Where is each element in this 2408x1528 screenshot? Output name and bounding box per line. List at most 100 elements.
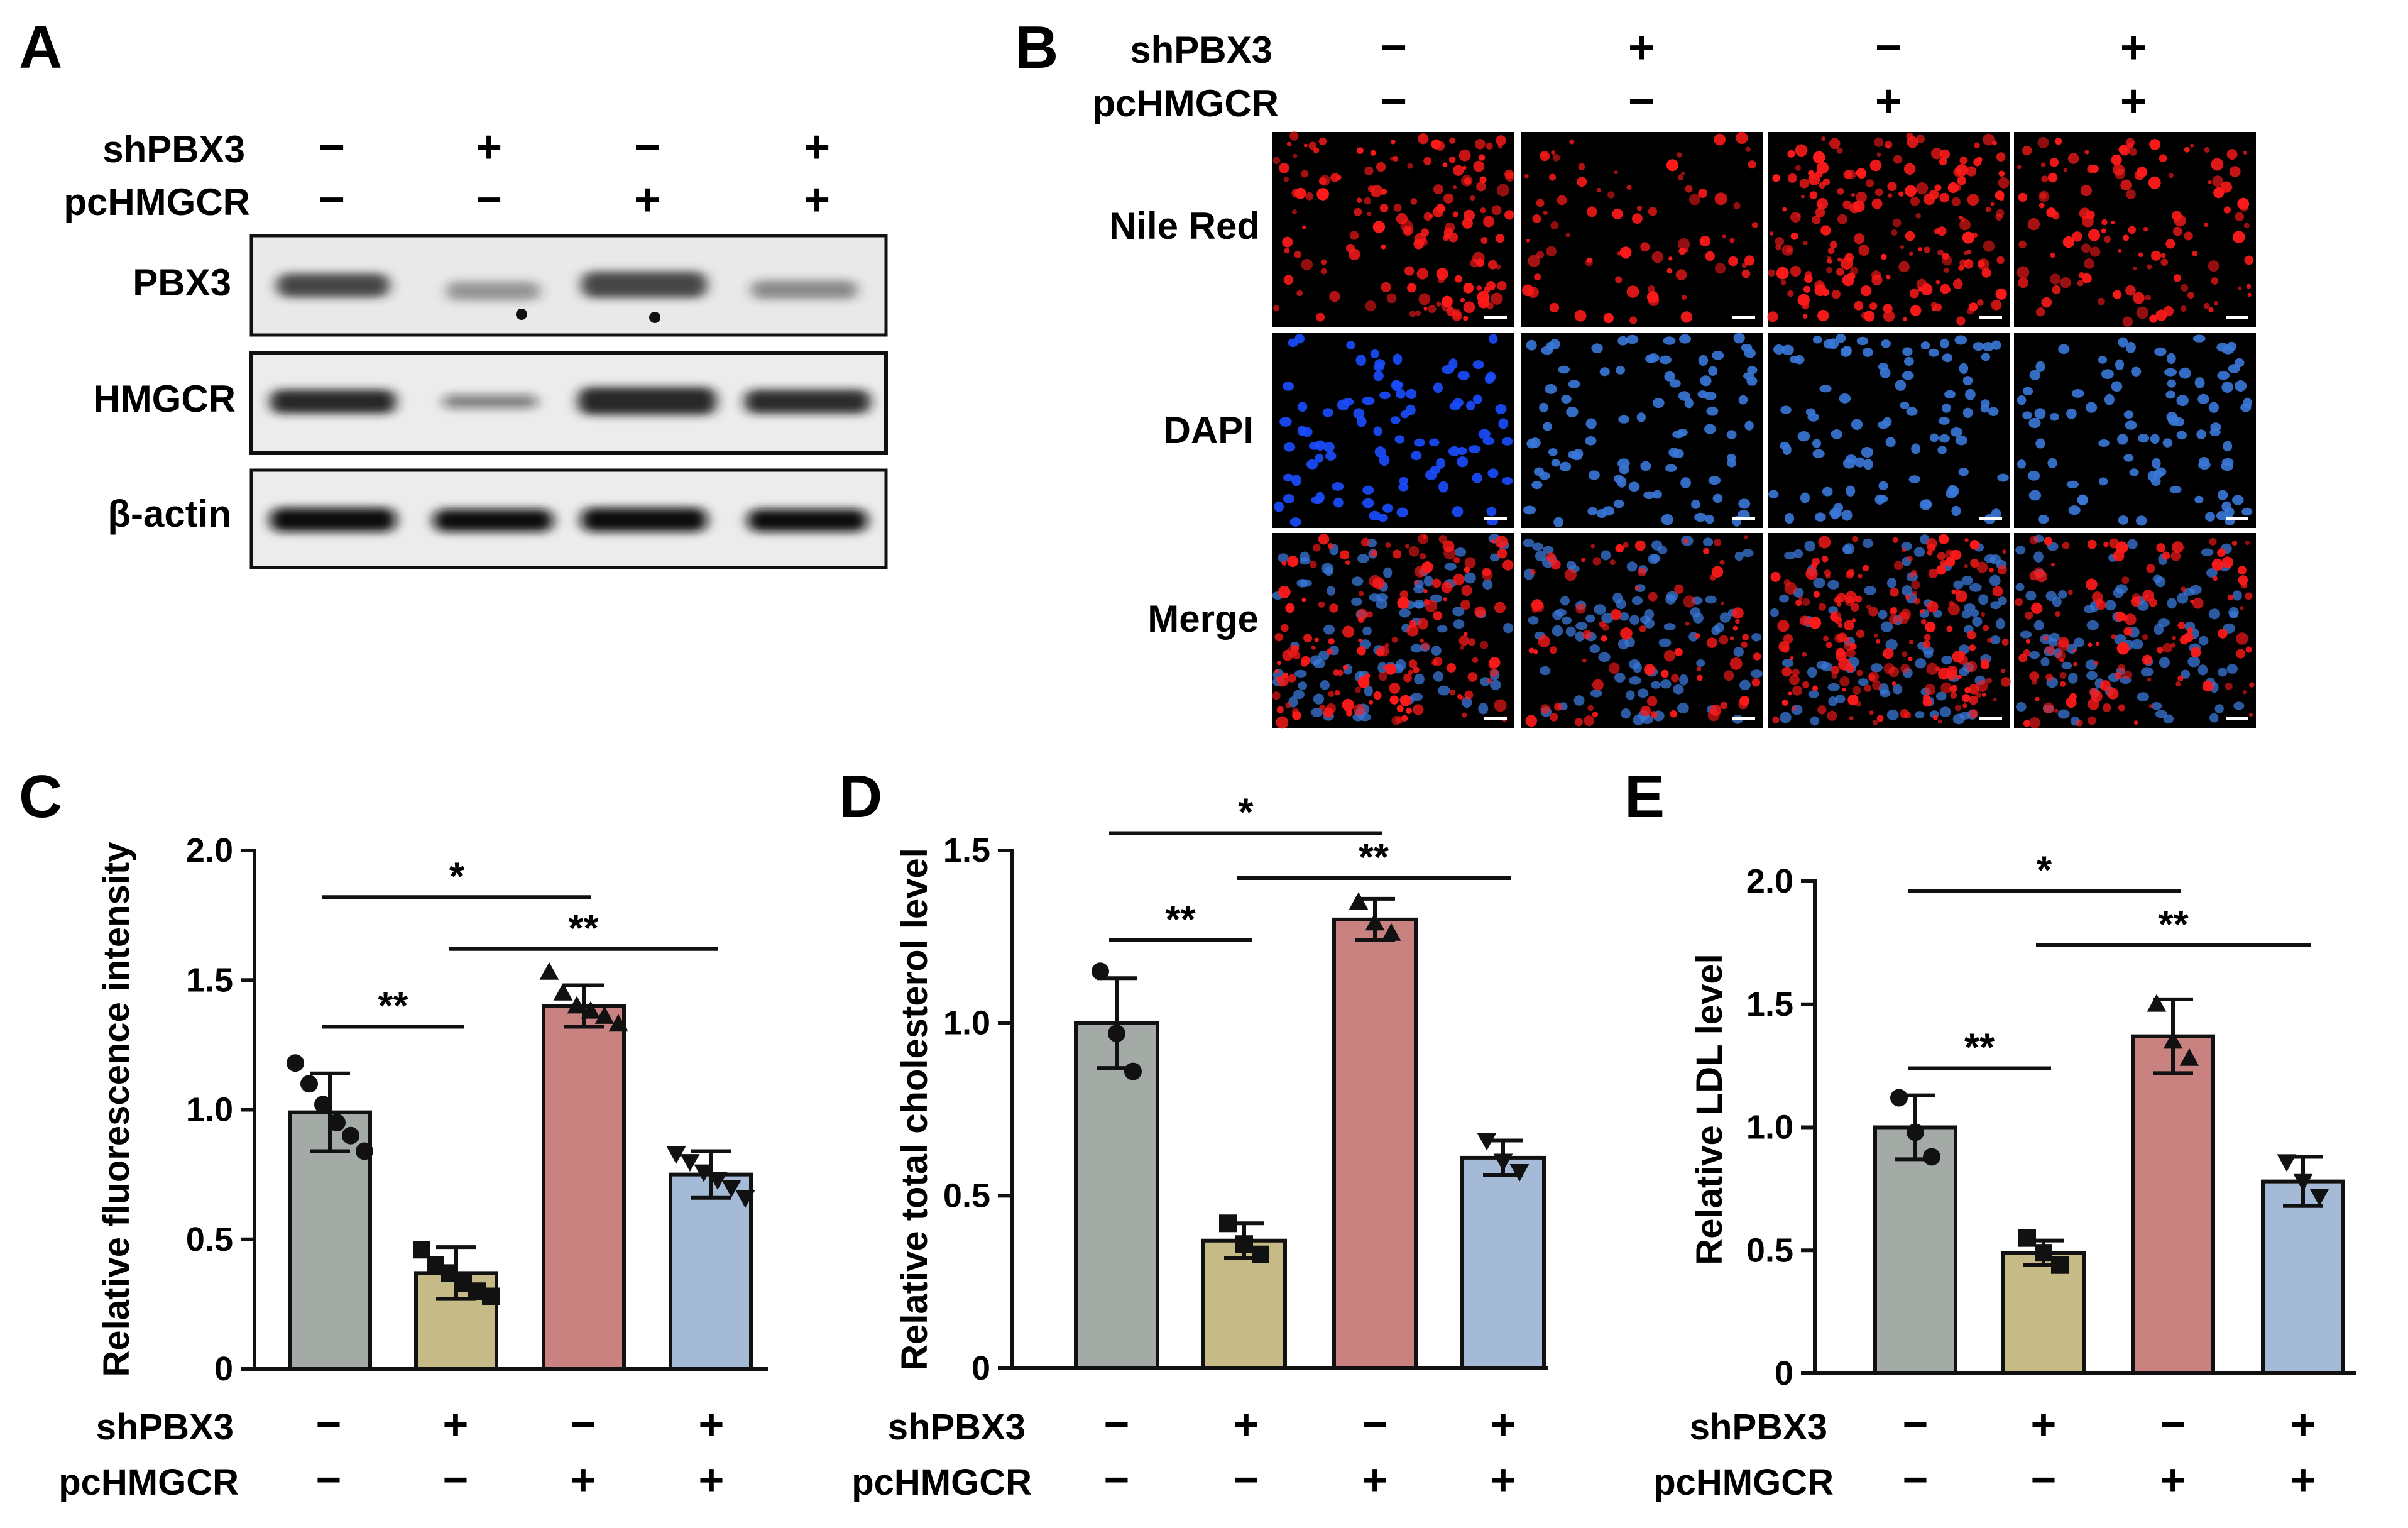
condition-sign: + xyxy=(2290,1400,2316,1449)
channel-label-merge: Merge xyxy=(1147,598,1259,640)
data-point xyxy=(314,1096,332,1114)
micrograph-tile xyxy=(1521,131,1763,327)
condition-sign: − xyxy=(2031,1455,2057,1504)
sign: + xyxy=(804,122,830,172)
data-point xyxy=(680,1154,700,1172)
panel-letter: D xyxy=(839,763,882,830)
condition-sign: + xyxy=(1234,1400,1259,1449)
micrograph-tile xyxy=(2014,533,2256,729)
significance-label: ** xyxy=(1359,836,1389,879)
condition-sign: − xyxy=(443,1455,469,1504)
bar xyxy=(1460,1155,1546,1370)
condition-row-label: pcHMGCR xyxy=(58,1462,239,1503)
sign: + xyxy=(2120,76,2147,126)
data-point xyxy=(1477,1133,1497,1151)
data-point xyxy=(553,982,573,1001)
condition-row-label: shPBX3 xyxy=(96,1407,234,1448)
data-point xyxy=(2277,1154,2297,1172)
data-point xyxy=(1349,892,1369,910)
data-point xyxy=(1381,923,1401,941)
y-tick-label: 1.5 xyxy=(943,832,990,869)
blot-label-beta-actin: β-actin xyxy=(107,493,231,535)
data-point xyxy=(2051,1256,2069,1274)
y-axis-label: Relative total cholesterol level xyxy=(894,848,935,1371)
sign: + xyxy=(1628,23,1655,73)
condition-sign: + xyxy=(2031,1400,2057,1449)
panel-a-signs: − + − + − − + + xyxy=(319,122,830,225)
data-point xyxy=(608,1014,628,1032)
panel-b-letter: B xyxy=(1015,14,1058,81)
condition-sign: + xyxy=(699,1455,725,1504)
sign: + xyxy=(804,175,830,225)
data-point xyxy=(2293,1173,2313,1192)
micrograph-tile xyxy=(2014,333,2256,528)
microscopy-grid xyxy=(1272,131,2256,729)
panel-a-letter: A xyxy=(19,14,62,81)
condition-row-label: pcHMGCR xyxy=(851,1462,1032,1503)
condition-sign: − xyxy=(1903,1400,1929,1449)
panel-a-row-label-pchmgcr: pcHMGCR xyxy=(63,181,250,223)
y-axis-label: Relative fluorescence intensity xyxy=(96,842,137,1377)
y-axis-label: Relative LDL level xyxy=(1689,954,1730,1265)
data-point xyxy=(1124,1062,1142,1080)
y-tick-label: 0 xyxy=(971,1349,990,1387)
sign: − xyxy=(319,122,345,172)
data-point xyxy=(735,1190,755,1208)
sign: − xyxy=(319,175,345,225)
data-point xyxy=(2035,1244,2052,1262)
data-point xyxy=(1493,1153,1513,1172)
condition-sign: − xyxy=(2160,1400,2186,1449)
data-point xyxy=(300,1075,318,1093)
condition-sign: + xyxy=(1491,1400,1516,1449)
bar xyxy=(2261,1179,2345,1375)
data-point xyxy=(2179,1048,2199,1066)
y-tick-label: 1.5 xyxy=(1746,986,1793,1023)
panel-c-chart: C 0 0.5 1.0 1.5 2.0 Relative fluorescence inte… xyxy=(19,763,768,1504)
data-point xyxy=(287,1054,304,1072)
bar xyxy=(1201,1238,1287,1371)
data-point xyxy=(1108,1025,1125,1043)
condition-sign: − xyxy=(316,1400,342,1449)
micrograph-tile xyxy=(1272,333,1514,528)
condition-sign: − xyxy=(571,1400,596,1449)
data-point xyxy=(1890,1089,1908,1107)
data-point xyxy=(356,1142,373,1160)
sign: − xyxy=(634,122,660,172)
condition-row-label: shPBX3 xyxy=(1690,1407,1827,1448)
y-tick-label: 0 xyxy=(214,1350,233,1388)
y-tick-label: 0.5 xyxy=(1746,1231,1793,1269)
blot-label-hmgcr: HMGCR xyxy=(93,378,236,420)
condition-sign: + xyxy=(443,1400,469,1449)
condition-sign: − xyxy=(1104,1400,1130,1449)
data-point xyxy=(1092,962,1109,981)
data-point xyxy=(539,962,559,980)
y-tick-label: 0 xyxy=(1775,1355,1793,1392)
condition-row-label: pcHMGCR xyxy=(1653,1462,1834,1503)
y-tick-label: 0.5 xyxy=(186,1221,233,1258)
blot-pbx3: PBX3 xyxy=(133,234,888,337)
panel-b-row-label-shpbx3: shPBX3 xyxy=(1130,29,1272,71)
y-tick-label: 2.0 xyxy=(1746,862,1793,900)
data-point xyxy=(581,1001,601,1019)
panel-a: A shPBX3 pcHMGCR − + − + − − + + PBX3 xyxy=(19,14,888,569)
y-tick-label: 2.0 xyxy=(186,832,233,869)
data-point xyxy=(1365,913,1385,931)
sign: − xyxy=(476,175,502,225)
data-point xyxy=(2147,994,2167,1012)
data-point xyxy=(1235,1235,1253,1253)
sign: − xyxy=(1381,76,1407,126)
data-point xyxy=(328,1114,346,1132)
y-tick-label: 1.0 xyxy=(1746,1109,1793,1146)
condition-sign: + xyxy=(1362,1455,1388,1504)
panel-letter: C xyxy=(19,763,62,830)
condition-sign: + xyxy=(571,1455,596,1504)
significance-label: ** xyxy=(378,985,408,1028)
micrograph-tile xyxy=(1272,131,1515,327)
micrograph-tile xyxy=(1768,333,2010,528)
panel-b: B shPBX3 pcHMGCR − + − + − − + + Nile Re… xyxy=(1015,14,2256,729)
bar xyxy=(669,1172,753,1371)
condition-sign: − xyxy=(316,1455,342,1504)
data-point xyxy=(708,1172,728,1190)
condition-sign: + xyxy=(699,1400,725,1449)
